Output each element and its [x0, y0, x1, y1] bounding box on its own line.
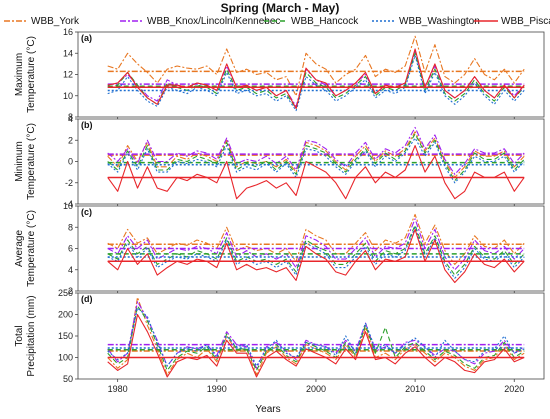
y-tick-label: 8 — [68, 222, 73, 232]
legend-label: WBB_Hancock — [291, 16, 359, 27]
series-line — [107, 213, 525, 265]
legend-item: WBB_Washington — [372, 16, 480, 27]
y-tick-label: 200 — [58, 310, 73, 320]
x-tick-label: 1990 — [207, 384, 227, 394]
series-group — [107, 35, 525, 112]
y-tick-label: 10 — [63, 201, 73, 211]
panel-label: (b) — [81, 120, 93, 130]
y-tick-label: 2 — [68, 286, 73, 296]
series-line — [107, 48, 525, 110]
series-line — [107, 305, 525, 371]
panel-b: -4 -2 0 2 4 (b) Minimum Temperature (°C) — [14, 114, 545, 209]
series-group — [107, 126, 525, 200]
legend-item: WBB_Hancock — [264, 16, 359, 27]
x-tick-label: 2020 — [504, 384, 524, 394]
y-tick-label: 4 — [68, 265, 73, 275]
y-axis-label: Temperature (°C) — [26, 123, 37, 200]
x-axis-label: Years — [255, 404, 280, 415]
y-tick-label: 8 — [68, 112, 73, 122]
y-tick-label: 16 — [63, 27, 73, 37]
panel-label: (d) — [81, 294, 93, 304]
x-tick-label: 2000 — [306, 384, 326, 394]
legend-item: WBB_Piscataquis — [474, 16, 550, 27]
y-tick-label: 150 — [58, 331, 73, 341]
y-tick-label: 6 — [68, 244, 73, 254]
plot-frame — [77, 118, 545, 205]
y-tick-label: 12 — [63, 70, 73, 80]
panel-c: 2 4 6 8 10 (c) Average Temperature (°C) — [14, 201, 545, 296]
series-line — [107, 307, 525, 367]
y-axis-label: Temperature (°C) — [26, 210, 37, 287]
x-tick-label: 2010 — [405, 384, 425, 394]
legend-label: WBB_Washington — [399, 16, 480, 27]
series-group — [107, 213, 525, 284]
y-axis-label: Temperature (°C) — [26, 36, 37, 113]
series-line — [107, 54, 525, 112]
plot-frame — [77, 292, 545, 380]
y-tick-label: 0 — [68, 157, 73, 167]
legend-item: WBB_York — [4, 16, 80, 27]
panel-label: (c) — [81, 207, 92, 217]
series-line — [107, 313, 525, 378]
x-axis: 1980 1990 2000 2010 2020 — [108, 384, 525, 394]
series-line — [107, 126, 525, 175]
panel-d: 50 100 150 200 250 (d) Total Precipitation (mm) — [14, 288, 545, 384]
y-tick-label: -4 — [65, 199, 73, 209]
y-tick-label: 2 — [68, 135, 73, 145]
legend-label: WBB_Piscataquis — [501, 16, 550, 27]
y-tick-label: -2 — [65, 178, 73, 188]
y-axis-label: Maximum — [14, 53, 25, 96]
legend: WBB_York WBB_Knox/Lincoln/Kennebec WBB_Han… — [4, 16, 550, 27]
y-tick-label: 250 — [58, 288, 73, 298]
y-tick-label: 100 — [58, 353, 73, 363]
legend-label: WBB_Knox/Lincoln/Kennebec — [147, 16, 280, 27]
y-tick-label: 4 — [68, 114, 73, 124]
plot-frame — [77, 205, 545, 292]
y-axis-label: Total — [14, 325, 25, 346]
series-line — [107, 133, 525, 182]
series-line — [107, 137, 525, 184]
series-line — [107, 224, 525, 276]
series-line — [107, 35, 525, 97]
chart-title: Spring (March - May) — [221, 1, 340, 15]
x-tick-label: 1980 — [108, 384, 128, 394]
legend-item: WBB_Knox/Lincoln/Kennebec — [120, 16, 280, 27]
panel-label: (a) — [81, 33, 92, 43]
panel-a: 8 10 12 14 16 (a) Maximum Temperature (°C) — [14, 27, 545, 122]
series-group — [107, 296, 525, 378]
y-tick-label: 14 — [63, 48, 73, 58]
y-tick-label: 10 — [63, 91, 73, 101]
legend-label: WBB_York — [31, 16, 80, 27]
y-axis-label: Precipitation (mm) — [26, 295, 37, 376]
y-tick-label: 50 — [63, 374, 73, 384]
y-axis-label: Minimum — [14, 141, 25, 182]
y-axis-label: Average — [14, 230, 25, 268]
